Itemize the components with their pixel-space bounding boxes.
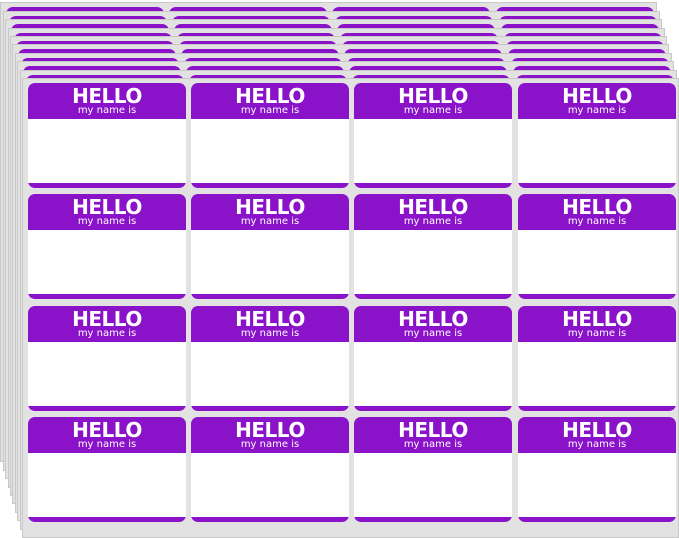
- name-tag-label: HELLO my name is: [354, 417, 512, 522]
- label-title: HELLO: [235, 195, 305, 219]
- label-footer-strip: [354, 517, 512, 522]
- label-footer-strip: [28, 183, 186, 188]
- name-tag-label: HELLO my name is: [518, 417, 676, 522]
- name-tag-label: HELLO my name is: [354, 83, 512, 188]
- label-title: HELLO: [235, 418, 305, 442]
- name-tag-label: HELLO my name is: [28, 194, 186, 299]
- label-subtitle: my name is: [240, 439, 300, 450]
- label-subtitle: my name is: [567, 439, 627, 450]
- label-header: HELLO my name is: [191, 194, 349, 230]
- label-header: HELLO my name is: [191, 83, 349, 119]
- label-title: HELLO: [562, 418, 632, 442]
- label-subtitle: my name is: [240, 328, 300, 339]
- label-subtitle: my name is: [77, 216, 137, 227]
- label-subtitle: my name is: [240, 216, 300, 227]
- label-title: HELLO: [562, 195, 632, 219]
- label-subtitle: my name is: [240, 105, 300, 116]
- label-subtitle: my name is: [77, 328, 137, 339]
- label-header: HELLO my name is: [518, 194, 676, 230]
- label-subtitle: my name is: [403, 216, 463, 227]
- name-tag-label: HELLO my name is: [518, 306, 676, 411]
- label-title: HELLO: [235, 84, 305, 108]
- name-tag-label: HELLO my name is: [28, 306, 186, 411]
- name-tag-label: HELLO my name is: [354, 194, 512, 299]
- name-tag-label: HELLO my name is: [518, 83, 676, 188]
- label-title: HELLO: [398, 418, 468, 442]
- label-footer-strip: [28, 406, 186, 411]
- name-tag-label: HELLO my name is: [191, 194, 349, 299]
- label-title: HELLO: [72, 84, 142, 108]
- name-tag-label: HELLO my name is: [191, 306, 349, 411]
- label-footer-strip: [191, 406, 349, 411]
- label-footer-strip: [191, 183, 349, 188]
- label-header: HELLO my name is: [354, 417, 512, 453]
- label-subtitle: my name is: [403, 105, 463, 116]
- name-tag-label: HELLO my name is: [354, 306, 512, 411]
- label-title: HELLO: [562, 84, 632, 108]
- label-subtitle: my name is: [77, 439, 137, 450]
- label-header: HELLO my name is: [354, 306, 512, 342]
- label-title: HELLO: [235, 307, 305, 331]
- label-footer-strip: [518, 406, 676, 411]
- label-header: HELLO my name is: [354, 194, 512, 230]
- label-subtitle: my name is: [567, 328, 627, 339]
- label-title: HELLO: [398, 84, 468, 108]
- label-header: HELLO my name is: [28, 417, 186, 453]
- label-footer-strip: [518, 183, 676, 188]
- label-subtitle: my name is: [77, 105, 137, 116]
- label-title: HELLO: [72, 307, 142, 331]
- label-header: HELLO my name is: [518, 306, 676, 342]
- name-tag-label: HELLO my name is: [28, 83, 186, 188]
- label-title: HELLO: [562, 307, 632, 331]
- label-title: HELLO: [72, 418, 142, 442]
- label-title: HELLO: [398, 195, 468, 219]
- front-sheet: HELLO my name is HELLO my name is HELLO my na…: [22, 78, 679, 538]
- label-footer-strip: [354, 294, 512, 299]
- label-footer-strip: [354, 183, 512, 188]
- label-header: HELLO my name is: [28, 194, 186, 230]
- label-header: HELLO my name is: [28, 83, 186, 119]
- label-title: HELLO: [72, 195, 142, 219]
- label-header: HELLO my name is: [191, 417, 349, 453]
- name-tag-label: HELLO my name is: [191, 83, 349, 188]
- label-header: HELLO my name is: [518, 83, 676, 119]
- label-subtitle: my name is: [567, 216, 627, 227]
- label-footer-strip: [518, 517, 676, 522]
- label-footer-strip: [191, 517, 349, 522]
- label-title: HELLO: [398, 307, 468, 331]
- label-subtitle: my name is: [403, 328, 463, 339]
- label-footer-strip: [354, 406, 512, 411]
- label-footer-strip: [28, 294, 186, 299]
- label-footer-strip: [28, 517, 186, 522]
- label-header: HELLO my name is: [354, 83, 512, 119]
- label-subtitle: my name is: [567, 105, 627, 116]
- label-footer-strip: [191, 294, 349, 299]
- name-tag-label: HELLO my name is: [518, 194, 676, 299]
- label-header: HELLO my name is: [191, 306, 349, 342]
- label-header: HELLO my name is: [28, 306, 186, 342]
- name-tag-label: HELLO my name is: [191, 417, 349, 522]
- label-footer-strip: [518, 294, 676, 299]
- name-tag-label: HELLO my name is: [28, 417, 186, 522]
- label-subtitle: my name is: [403, 439, 463, 450]
- label-header: HELLO my name is: [518, 417, 676, 453]
